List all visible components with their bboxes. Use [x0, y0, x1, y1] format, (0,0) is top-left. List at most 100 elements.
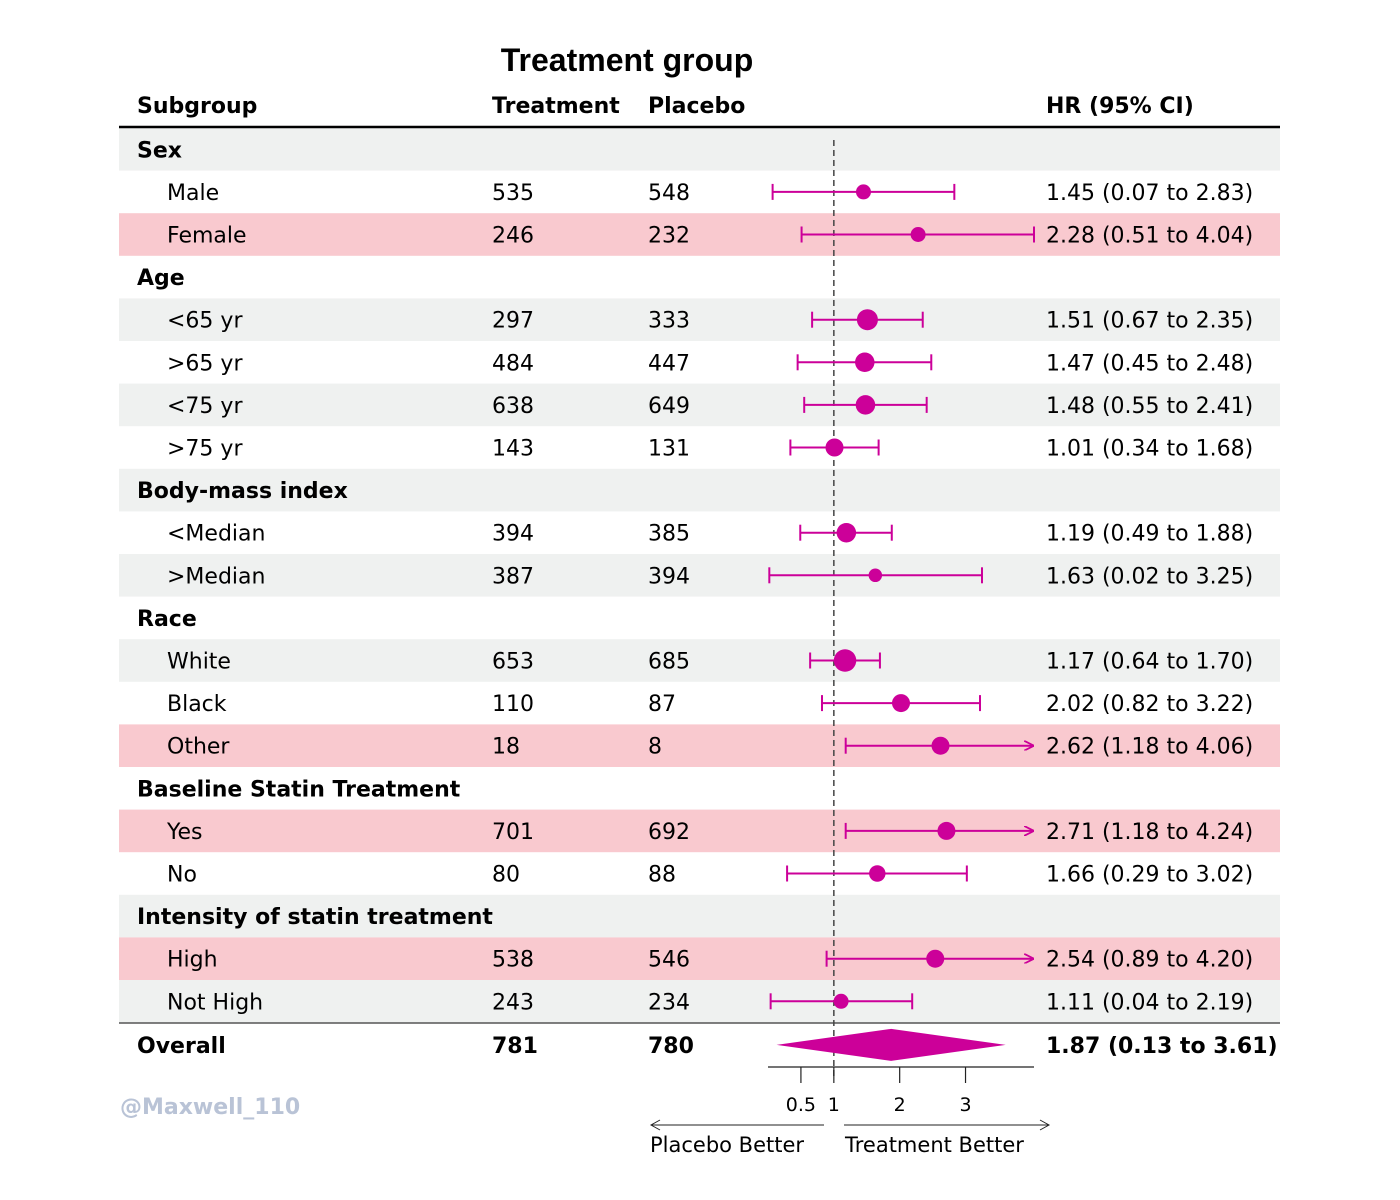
placebo-count: 8 — [648, 735, 662, 760]
hr-point — [869, 865, 886, 882]
hr-point — [836, 522, 857, 543]
hr-ci-text: 2.02 (0.82 to 3.22) — [1046, 692, 1253, 717]
subgroup-label: <75 yr — [167, 394, 243, 419]
subgroup-label: >75 yr — [167, 437, 243, 462]
group-label: Body-mass index — [137, 479, 348, 504]
hr-point — [910, 227, 926, 242]
hr-point — [892, 694, 910, 713]
placebo-count: 649 — [648, 394, 690, 419]
hr-ci-text: 1.66 (0.29 to 3.02) — [1046, 863, 1253, 888]
hr-ci-text: 2.71 (1.18 to 4.24) — [1046, 820, 1253, 845]
overall-hr-ci: 1.87 (0.13 to 3.61) — [1046, 1034, 1278, 1059]
x-tick-label: 1 — [828, 1094, 840, 1116]
hr-point — [855, 184, 871, 200]
treatment-arrow-head — [1039, 1119, 1051, 1131]
placebo-count: 232 — [648, 224, 690, 249]
placebo-count: 692 — [648, 820, 690, 845]
treatment-count: 638 — [492, 394, 534, 419]
subgroup-label: White — [167, 650, 231, 675]
placebo-count: 333 — [648, 309, 690, 334]
header-hr: HR (95% CI) — [1046, 94, 1194, 119]
hr-point — [868, 568, 883, 583]
hr-point — [931, 736, 950, 755]
hr-point — [855, 352, 875, 373]
hr-ci-text: 1.01 (0.34 to 1.68) — [1046, 437, 1253, 462]
group-label: Intensity of statin treatment — [137, 905, 493, 930]
placebo-arrow-head — [649, 1119, 661, 1131]
subgroup-label: Other — [167, 735, 230, 760]
header-subgroup: Subgroup — [137, 94, 257, 119]
credit-watermark: @Maxwell_110 — [120, 1095, 300, 1120]
hr-ci-text: 1.48 (0.55 to 2.41) — [1046, 394, 1253, 419]
group-label: Race — [137, 607, 197, 632]
overall-diamond — [776, 1028, 1006, 1061]
treatment-count: 653 — [492, 650, 534, 675]
placebo-count: 385 — [648, 522, 690, 547]
row-band — [119, 980, 1280, 1023]
subgroup-label: Male — [167, 181, 219, 206]
treatment-count: 18 — [492, 735, 520, 760]
treatment-count: 538 — [492, 948, 534, 973]
hr-point — [856, 309, 878, 331]
placebo-better-label: Placebo Better — [650, 1133, 804, 1157]
subgroup-label: Yes — [166, 820, 203, 845]
placebo-count: 234 — [648, 990, 690, 1015]
group-label: Sex — [137, 138, 182, 163]
hr-ci-text: 2.62 (1.18 to 4.06) — [1046, 735, 1253, 760]
row-band — [119, 298, 1280, 341]
placebo-count: 131 — [648, 437, 690, 462]
row-band — [119, 383, 1280, 427]
row-band — [119, 724, 1280, 767]
row-band — [119, 213, 1280, 256]
hr-point — [833, 993, 849, 1009]
row-band — [119, 554, 1280, 597]
hr-ci-text: 2.28 (0.51 to 4.04) — [1046, 224, 1253, 249]
row-band — [119, 809, 1280, 853]
subgroup-label: Female — [167, 224, 247, 249]
subgroup-label: No — [167, 863, 197, 888]
row-band — [119, 894, 1280, 938]
placebo-count: 447 — [648, 351, 690, 376]
hr-ci-text: 1.51 (0.67 to 2.35) — [1046, 309, 1253, 334]
subgroup-label: Not High — [167, 990, 263, 1015]
subgroup-label: High — [167, 948, 218, 973]
treatment-better-label: Treatment Better — [844, 1133, 1024, 1157]
hr-ci-text: 1.45 (0.07 to 2.83) — [1046, 181, 1253, 206]
table-cells: Sex Male 535 548 1.45 (0.07 to 2.83) Female 24… — [137, 138, 1278, 1059]
row-bands — [119, 128, 1280, 1023]
x-tick-label: 0.5 — [786, 1094, 816, 1116]
hr-point — [825, 438, 844, 457]
treatment-count: 143 — [492, 437, 534, 462]
placebo-count: 685 — [648, 650, 690, 675]
header-treatment: Treatment — [492, 94, 620, 119]
treatment-count: 80 — [492, 863, 520, 888]
hr-ci-text: 2.54 (0.89 to 4.20) — [1046, 948, 1253, 973]
placebo-count: 88 — [648, 863, 676, 888]
subgroup-label: >Median — [167, 564, 265, 589]
x-tick-label: 3 — [959, 1094, 971, 1116]
subgroup-label: Black — [167, 692, 227, 717]
subgroup-label: >65 yr — [167, 351, 243, 376]
hr-ci-text: 1.63 (0.02 to 3.25) — [1046, 564, 1253, 589]
placebo-count: 394 — [648, 564, 690, 589]
treatment-count: 484 — [492, 351, 534, 376]
subgroup-label: <Median — [167, 522, 265, 547]
treatment-count: 297 — [492, 309, 534, 334]
treatment-count: 394 — [492, 522, 534, 547]
overall-label: Overall — [137, 1034, 226, 1059]
hr-ci-text: 1.17 (0.64 to 1.70) — [1046, 650, 1253, 675]
header-placebo: Placebo — [648, 94, 745, 119]
treatment-count: 110 — [492, 692, 534, 717]
subgroup-label: <65 yr — [167, 309, 243, 334]
treatment-count: 246 — [492, 224, 534, 249]
group-label: Baseline Statin Treatment — [137, 777, 461, 802]
hr-ci-text: 1.47 (0.45 to 2.48) — [1046, 351, 1253, 376]
treatment-count: 535 — [492, 181, 534, 206]
overall-treatment: 781 — [492, 1034, 538, 1059]
treatment-count: 387 — [492, 564, 534, 589]
placebo-count: 548 — [648, 181, 690, 206]
row-band — [119, 128, 1280, 171]
chart-title: Treatment group — [501, 42, 753, 78]
hr-point — [855, 395, 876, 415]
